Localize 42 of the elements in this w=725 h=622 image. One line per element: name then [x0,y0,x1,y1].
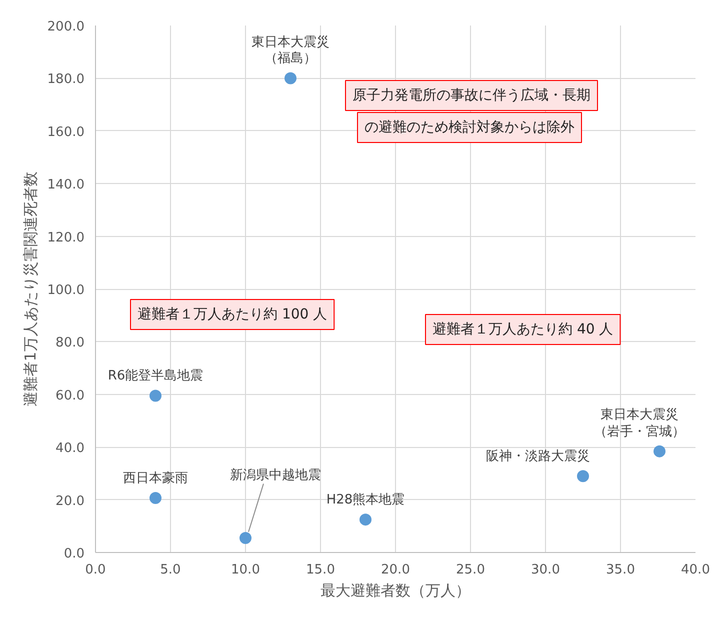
annotation: 東日本大震災 [600,407,678,422]
point [654,445,666,458]
y-tick-label: 120.0 [47,230,84,246]
point [150,492,162,504]
annotation: （岩手・宮城） [594,423,685,440]
annotation: 避難者１万人あたり約 100 人 [138,306,328,322]
x-tick-label: 0.0 [85,562,106,578]
y-tick-label: 140.0 [47,178,84,193]
y-tick-label: 0.0 [64,546,85,562]
y-axis-title: 避難者1万人あたり災害関連死者数 [21,172,40,406]
annotation: R6能登半島地震 [108,368,204,384]
y-tick-label: 40.0 [56,441,85,456]
y-tick-label: 160.0 [47,124,84,140]
y-tick-label: 20.0 [56,494,85,509]
annotation: 原子力発電所の事故に伴う広域・長期 [352,88,590,104]
point [240,532,252,544]
x-tick-label: 25.0 [456,562,485,578]
annotation: 新潟県中越地震 [230,468,321,484]
annotation: 西日本豪雨 [123,470,188,486]
y-tick-label: 80.0 [56,336,85,351]
annotation: （福島） [264,51,316,66]
x-tick-label: 10.0 [231,562,260,578]
x-axis-title: 最大避難者数（万人） [320,582,470,600]
point [577,470,589,482]
annotation: の避難のため検討対象からは除外 [364,120,574,136]
y-tick-label: 100.0 [47,283,84,298]
point [150,390,162,402]
point [360,514,372,526]
x-tick-label: 35.0 [606,562,635,578]
x-tick-label: 20.0 [381,562,410,578]
annotation: 東日本大震災 [252,35,330,50]
x-tick-label: 15.0 [306,562,335,578]
annotation: H28熊本地震 [326,492,405,508]
point [284,72,296,84]
y-tick-label: 200.0 [47,20,84,34]
x-tick-label: 30.0 [531,562,560,578]
x-tick-label: 5.0 [160,562,181,578]
annotation: 阪神・淡路大震災 [486,449,590,464]
x-tick-label: 40.0 [681,562,710,578]
annotation: 避難者１万人あたり約 40 人 [432,322,614,338]
y-tick-label: 180.0 [47,72,84,88]
y-tick-label: 60.0 [56,388,85,404]
